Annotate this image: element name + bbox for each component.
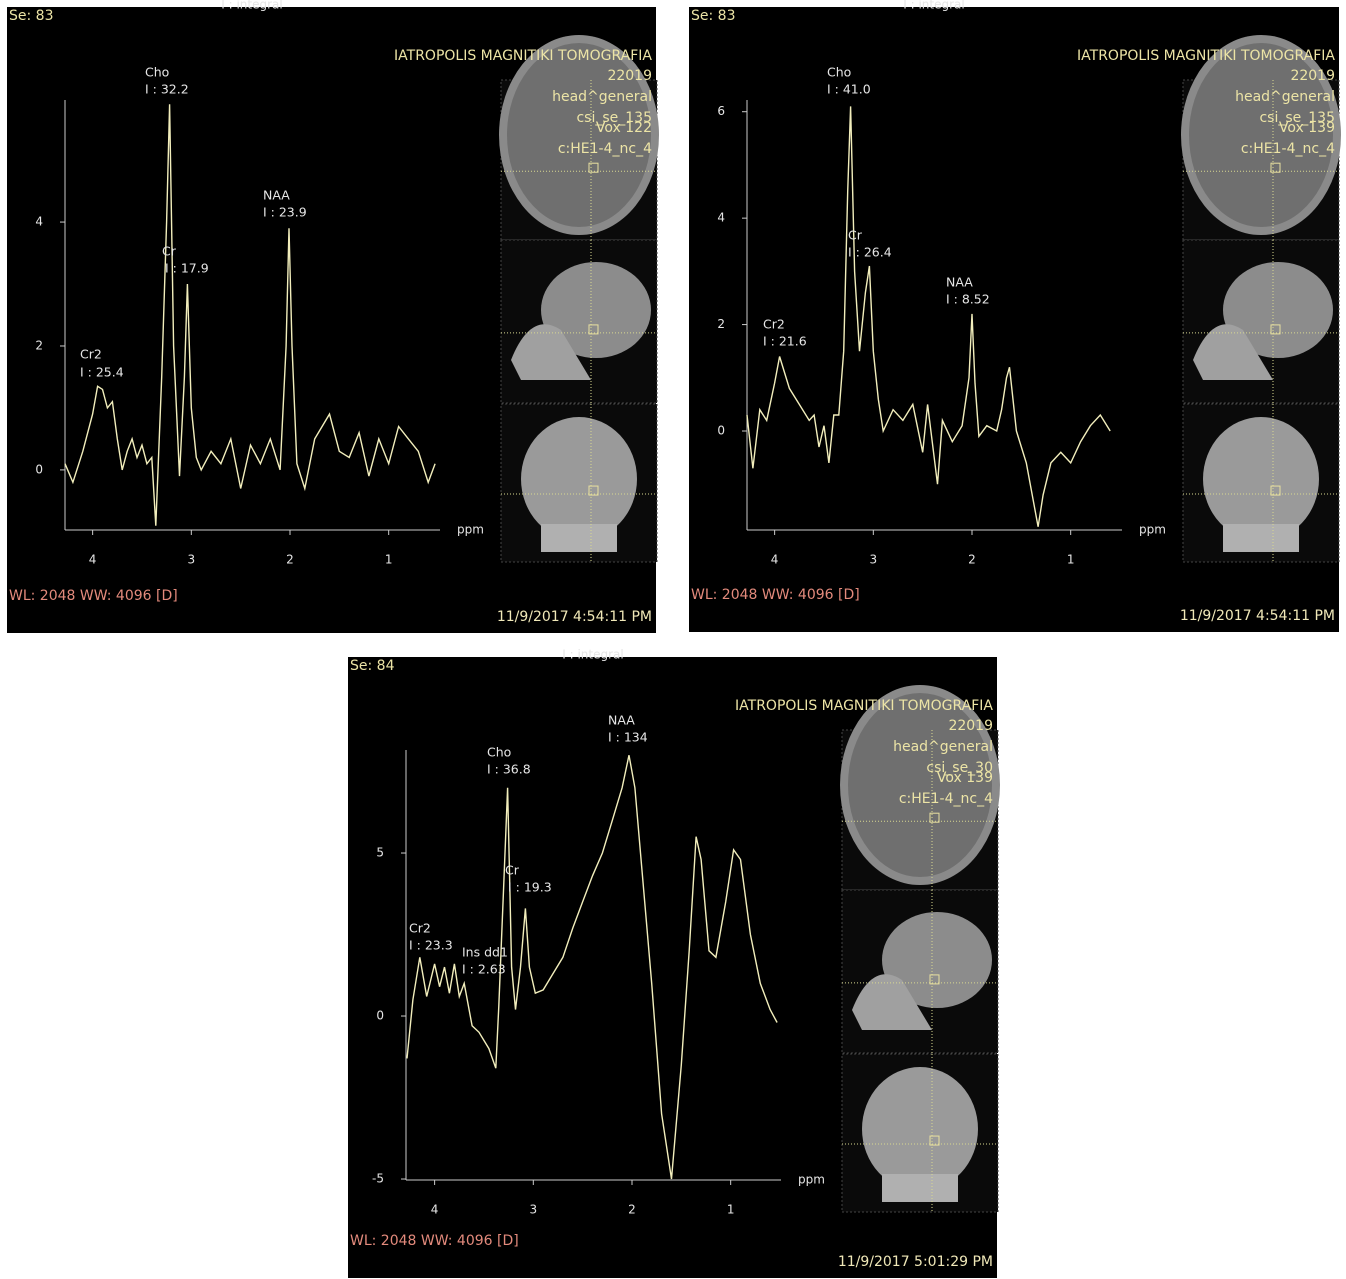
x-tick-label: 2 bbox=[968, 553, 976, 567]
info-line: c:HE1-4_nc_4 bbox=[558, 141, 652, 157]
peak-integral: I : 36.8 bbox=[487, 762, 531, 777]
peak-integral: I : 23.3 bbox=[409, 938, 453, 953]
peak-integral: I : 23.9 bbox=[263, 205, 307, 220]
peak-integral: I : 32.2 bbox=[145, 82, 189, 97]
y-tick-label: 2 bbox=[717, 317, 725, 331]
info-line: 22019 bbox=[1290, 68, 1335, 84]
info-line: head^general bbox=[893, 739, 993, 755]
window-level: WL: 2048 WW: 4096 [D] bbox=[9, 588, 178, 604]
peak-name: Cho bbox=[487, 745, 511, 760]
peak-name: Cr bbox=[162, 244, 177, 259]
y-tick-label: 2 bbox=[35, 338, 43, 352]
peak-name: Cr bbox=[505, 863, 520, 878]
x-tick-label: 2 bbox=[628, 1203, 636, 1217]
peak-name: NAA bbox=[608, 713, 635, 728]
peak-name: Cho bbox=[145, 65, 169, 80]
mri-image bbox=[1203, 417, 1319, 541]
peak-integral: I : 2.63 bbox=[462, 962, 506, 977]
y-tick-label: 4 bbox=[717, 211, 725, 225]
x-tick-label: 4 bbox=[89, 553, 97, 567]
window-level: WL: 2048 WW: 4096 [D] bbox=[350, 1233, 519, 1249]
info-line: head^general bbox=[552, 89, 652, 105]
info-line: Vox 139 bbox=[1279, 120, 1335, 136]
spectrum-panel: Se: 83 I : integral IATROPOLIS MAGNITIKI T… bbox=[7, 0, 659, 633]
x-tick-label: 4 bbox=[431, 1203, 439, 1217]
peak-integral: I : 19.3 bbox=[508, 880, 552, 895]
x-tick-label: 1 bbox=[1067, 553, 1075, 567]
x-axis-label: ppm bbox=[798, 1173, 825, 1187]
peak-name: NAA bbox=[946, 275, 973, 290]
subtitle: I : integral bbox=[903, 0, 964, 12]
spectrum-panel: Se: 84 I : integral IATROPOLIS MAGNITIKI T… bbox=[348, 648, 1000, 1279]
peak-name: Cr2 bbox=[80, 347, 102, 362]
window-level: WL: 2048 WW: 4096 [D] bbox=[691, 587, 860, 603]
peak-integral: I : 8.52 bbox=[946, 292, 990, 307]
y-tick-label: 0 bbox=[717, 424, 725, 438]
subtitle: I : integral bbox=[221, 0, 282, 12]
peak-integral: I : 17.9 bbox=[165, 261, 209, 276]
mri-image bbox=[1223, 524, 1299, 552]
timestamp: 11/9/2017 4:54:11 PM bbox=[497, 609, 652, 625]
x-tick-label: 1 bbox=[727, 1203, 735, 1217]
institution: IATROPOLIS MAGNITIKI TOMOGRAFIA bbox=[1077, 48, 1335, 64]
x-axis-label: ppm bbox=[457, 523, 484, 537]
mri-image bbox=[541, 524, 617, 552]
institution: IATROPOLIS MAGNITIKI TOMOGRAFIA bbox=[394, 48, 652, 64]
peak-name: Cho bbox=[827, 65, 851, 80]
info-line: 22019 bbox=[948, 718, 993, 734]
mri-image bbox=[882, 1174, 958, 1202]
info-line: c:HE1-4_nc_4 bbox=[899, 791, 993, 807]
x-tick-label: 4 bbox=[771, 553, 779, 567]
peak-integral: I : 21.6 bbox=[763, 334, 807, 349]
x-tick-label: 3 bbox=[869, 553, 877, 567]
y-tick-label: 0 bbox=[376, 1009, 384, 1023]
info-line: Vox 139 bbox=[937, 770, 993, 786]
x-tick-label: 3 bbox=[187, 553, 195, 567]
series-header: Se: 83 bbox=[9, 8, 53, 24]
info-line: c:HE1-4_nc_4 bbox=[1241, 141, 1335, 157]
institution: IATROPOLIS MAGNITIKI TOMOGRAFIA bbox=[735, 698, 993, 714]
x-axis-label: ppm bbox=[1139, 523, 1166, 537]
peak-name: Cr2 bbox=[763, 317, 785, 332]
peak-name: NAA bbox=[263, 188, 290, 203]
peak-integral: I : 41.0 bbox=[827, 82, 871, 97]
page: Se: 83 I : integral IATROPOLIS MAGNITIKI T… bbox=[0, 0, 1346, 1279]
y-tick-label: 4 bbox=[35, 215, 43, 229]
info-line: 22019 bbox=[607, 68, 652, 84]
series-header: Se: 83 bbox=[691, 8, 735, 24]
y-tick-label: -5 bbox=[372, 1172, 384, 1186]
spectrum-panel: Se: 83 I : integral IATROPOLIS MAGNITIKI T… bbox=[689, 0, 1341, 632]
peak-name: Ins dd1 bbox=[462, 945, 508, 960]
mri-image bbox=[521, 417, 637, 541]
mri-image bbox=[862, 1067, 978, 1191]
peak-name: Cr bbox=[848, 228, 863, 243]
peak-integral: I : 26.4 bbox=[848, 245, 892, 260]
peak-name: Cr2 bbox=[409, 921, 431, 936]
x-tick-label: 1 bbox=[385, 553, 393, 567]
figure: Se: 83 I : integral IATROPOLIS MAGNITIKI T… bbox=[0, 0, 1346, 1279]
timestamp: 11/9/2017 4:54:11 PM bbox=[1180, 608, 1335, 624]
peak-integral: I : 25.4 bbox=[80, 365, 124, 380]
info-line: head^general bbox=[1235, 89, 1335, 105]
y-tick-label: 5 bbox=[376, 846, 384, 860]
peak-integral: I : 134 bbox=[608, 730, 648, 745]
x-tick-label: 3 bbox=[529, 1203, 537, 1217]
timestamp: 11/9/2017 5:01:29 PM bbox=[838, 1254, 993, 1270]
y-tick-label: 0 bbox=[35, 462, 43, 476]
series-header: Se: 84 bbox=[350, 658, 395, 674]
y-tick-label: 6 bbox=[717, 104, 725, 118]
subtitle: I : integral bbox=[562, 648, 623, 662]
x-tick-label: 2 bbox=[286, 553, 294, 567]
info-line: Vox 122 bbox=[596, 120, 652, 136]
